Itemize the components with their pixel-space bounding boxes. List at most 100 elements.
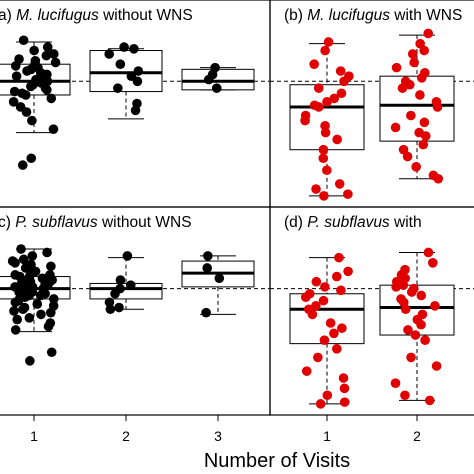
data-point — [407, 49, 418, 59]
data-point — [10, 258, 20, 268]
data-point — [301, 366, 312, 376]
data-point — [105, 304, 116, 315]
data-point — [45, 307, 56, 318]
data-point — [419, 45, 429, 56]
data-point — [46, 93, 57, 104]
data-point — [214, 273, 225, 284]
data-point — [119, 42, 129, 52]
data-point — [26, 153, 37, 164]
data-point — [50, 57, 61, 68]
data-point — [29, 45, 39, 56]
data-point — [122, 251, 133, 261]
data-point — [18, 254, 29, 265]
data-point — [35, 290, 46, 301]
data-point — [406, 110, 416, 121]
data-point — [48, 49, 59, 59]
data-point — [390, 122, 401, 133]
data-point — [10, 297, 21, 308]
data-point — [329, 328, 339, 339]
data-point — [311, 184, 321, 194]
panel-letter: a) — [0, 7, 16, 24]
x-tick-label: 2 — [413, 428, 421, 444]
data-point — [331, 271, 342, 282]
data-point — [391, 62, 402, 73]
data-point — [430, 301, 440, 311]
data-point — [338, 373, 349, 383]
data-point — [420, 335, 430, 346]
data-point — [27, 115, 37, 126]
data-point — [323, 37, 334, 47]
data-point — [9, 306, 19, 316]
data-point — [46, 261, 56, 272]
panel-letter: (d) — [284, 214, 307, 231]
data-point — [115, 275, 126, 285]
data-point — [409, 57, 419, 68]
data-point — [329, 93, 340, 104]
data-point — [22, 66, 32, 76]
species-name: M. lucifugus — [16, 7, 99, 24]
data-point — [319, 335, 330, 346]
panel-letter: c) — [0, 214, 15, 231]
group-visits-1 — [0, 35, 71, 170]
data-point — [203, 74, 214, 85]
data-point — [322, 97, 332, 107]
data-point — [398, 280, 409, 290]
data-point — [10, 61, 21, 71]
data-point — [320, 127, 331, 138]
data-point — [132, 76, 143, 87]
data-point — [339, 383, 350, 394]
data-point — [320, 282, 330, 292]
panel-a: a) M. lucifugus without WNS — [0, 0, 271, 208]
data-point — [300, 292, 311, 303]
data-point — [10, 325, 21, 335]
data-point — [318, 295, 329, 306]
data-point — [42, 42, 53, 52]
data-point — [420, 131, 431, 141]
data-point — [431, 361, 442, 371]
data-point — [416, 290, 427, 301]
data-point — [21, 107, 32, 117]
panel-frame — [269, 206, 474, 416]
x-tick-label: 1 — [323, 428, 331, 444]
species-name: P. subflavus — [307, 214, 390, 231]
panel-c: c) P. subflavus without WNS 1 2 3 — [0, 206, 271, 444]
data-point — [18, 304, 28, 315]
data-point — [115, 59, 126, 69]
data-point — [300, 115, 310, 126]
data-point — [336, 285, 346, 296]
data-point — [42, 247, 52, 258]
data-point — [18, 35, 29, 46]
x-tick-label: 2 — [122, 428, 130, 444]
data-point — [415, 90, 425, 100]
data-point — [416, 319, 426, 330]
title-rest: with — [390, 214, 422, 231]
title-rest: without WNS — [99, 7, 193, 24]
data-point — [404, 79, 415, 90]
data-point — [406, 352, 416, 363]
data-point — [331, 344, 342, 354]
group-visits-1 — [0, 244, 71, 366]
panel-title: (b) M. lucifugus with WNS — [284, 7, 462, 24]
data-point — [46, 347, 57, 358]
data-point — [433, 173, 444, 184]
data-point — [391, 282, 401, 292]
data-point — [406, 287, 417, 297]
data-point — [133, 66, 144, 76]
data-point — [8, 97, 19, 107]
data-point — [339, 76, 349, 87]
species-name: P. subflavus — [15, 214, 98, 231]
data-point — [325, 318, 336, 328]
data-point — [27, 251, 38, 261]
data-point — [129, 44, 139, 54]
data-point — [11, 71, 22, 81]
data-point — [332, 134, 342, 145]
data-point — [322, 165, 332, 176]
data-point — [339, 397, 350, 407]
data-point — [397, 83, 408, 93]
data-point — [335, 66, 346, 76]
panel-title: c) P. subflavus without WNS — [0, 214, 192, 231]
data-point — [337, 323, 347, 333]
data-point — [315, 399, 326, 409]
data-point — [400, 390, 410, 401]
